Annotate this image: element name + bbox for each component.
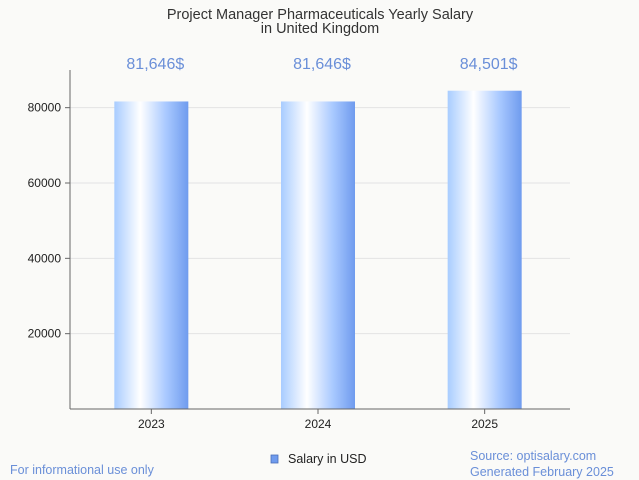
x-tick-label: 2025 (471, 417, 498, 431)
data-label-2023: 81,646$ (126, 56, 184, 73)
y-tick-label: 80000 (28, 101, 62, 115)
disclaimer-note: For informational use only (10, 463, 154, 477)
x-tick-label: 2023 (138, 417, 165, 431)
y-tick-label: 20000 (28, 327, 62, 341)
data-label-2025: 84,501$ (460, 56, 518, 73)
bars (114, 90, 522, 410)
y-tick-label: 60000 (28, 176, 62, 190)
legend: Salary in USD (270, 452, 367, 466)
axes: 20000 40000 60000 80000 2023 2024 2025 (28, 70, 570, 431)
chart-title-line-1: Project Manager Pharmaceuticals Yearly S… (167, 7, 474, 23)
generated-date: Generated February 2025 (470, 465, 614, 479)
source-info: Source: optisalary.com Generated Februar… (470, 448, 614, 480)
chart-title-line-2: in United Kingdom (261, 21, 380, 37)
bar-2024 (281, 101, 355, 409)
bar-2023 (114, 101, 189, 409)
y-tick-label: 40000 (28, 251, 62, 265)
legend-swatch (270, 454, 279, 464)
source-text: Source: optisalary.com (470, 449, 597, 463)
data-label-2024: 81,646$ (293, 56, 351, 73)
x-tick-label: 2024 (305, 417, 332, 431)
bar-2025 (447, 90, 522, 410)
legend-label: Salary in USD (288, 452, 367, 466)
data-labels: 81,646$ 81,646$ 84,501$ (126, 56, 517, 73)
